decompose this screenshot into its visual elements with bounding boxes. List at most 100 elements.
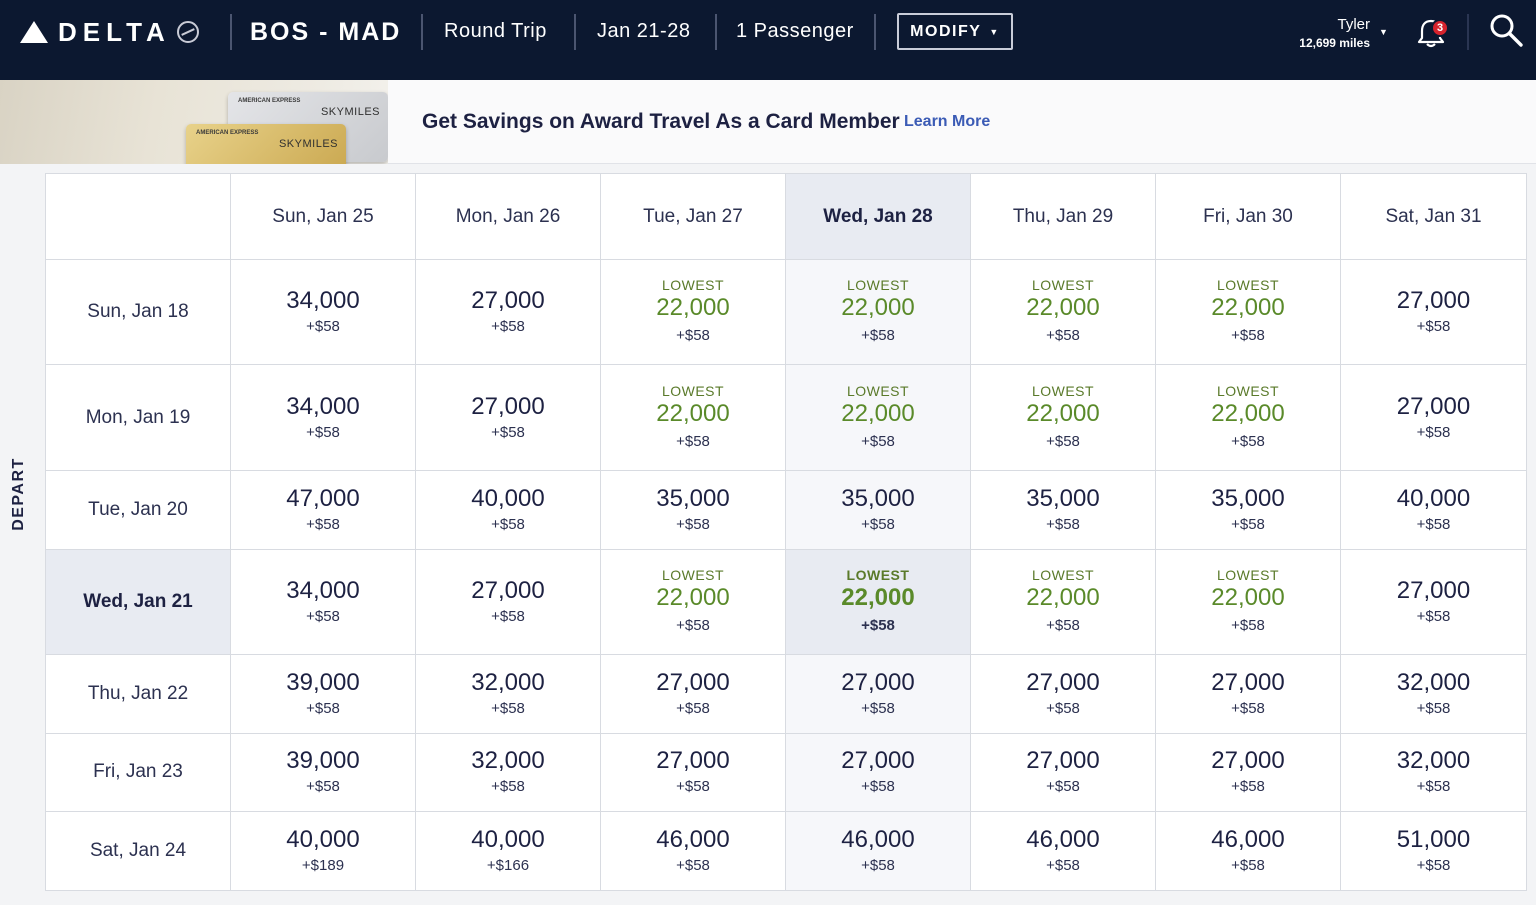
fare-cell[interactable]: LOWEST 22,000 +$58: [785, 258, 971, 366]
learn-more-link[interactable]: Learn More: [904, 113, 991, 130]
return-date-header: Fri, Jan 30: [1155, 173, 1341, 260]
fare-cell[interactable]: 27,000 +$58: [970, 653, 1156, 734]
fare-cell[interactable]: 27,000 +$58: [1340, 364, 1527, 471]
lowest-fare-label: LOWEST: [1031, 277, 1095, 294]
fare-cell[interactable]: 27,000 +$58: [1340, 548, 1527, 655]
fare-cell[interactable]: 39,000 +$58: [230, 653, 416, 734]
fare-cell[interactable]: LOWEST 22,000 +$58: [785, 548, 971, 655]
depart-date-header: Mon, Jan 19: [45, 364, 231, 471]
divider: [715, 14, 717, 50]
fare-cell[interactable]: 40,000 +$58: [415, 469, 601, 550]
fare-fee: +$58: [1046, 515, 1080, 533]
fare-cell[interactable]: 46,000 +$58: [970, 811, 1156, 891]
fare-miles: 22,000: [841, 399, 915, 427]
fare-cell[interactable]: 27,000 +$58: [415, 258, 601, 366]
fare-cell[interactable]: 27,000 +$58: [785, 653, 971, 734]
fare-miles: 22,000: [656, 583, 730, 611]
fare-miles: 27,000: [841, 747, 915, 775]
fare-cell[interactable]: LOWEST 22,000 +$58: [600, 258, 786, 366]
fare-cell[interactable]: 46,000 +$58: [785, 811, 971, 891]
fare-fee: +$58: [1231, 616, 1265, 634]
fare-miles: 27,000: [1396, 287, 1471, 315]
card-promo-banner: AMERICAN EXPRESS SKYMILES AMERICAN EXPRE…: [0, 80, 1536, 164]
fare-cell[interactable]: LOWEST 22,000 +$58: [1155, 548, 1341, 655]
fare-grid-row: Tue, Jan 20 47,000 +$58 40,000 +$58 35,000 +$5…: [45, 469, 1527, 550]
fare-cell[interactable]: LOWEST 22,000 +$58: [1155, 364, 1341, 471]
passenger-count-label: 1 Passenger: [736, 20, 854, 42]
fare-cell[interactable]: LOWEST 22,000 +$58: [600, 364, 786, 471]
fare-cell[interactable]: 27,000 +$58: [415, 364, 601, 471]
lowest-fare-label: LOWEST: [1031, 566, 1095, 583]
fare-cell[interactable]: 34,000 +$58: [230, 364, 416, 471]
lowest-fare-label: LOWEST: [661, 382, 725, 399]
return-date-header: Sun, Jan 25: [230, 173, 416, 260]
fare-cell[interactable]: 27,000 +$58: [1340, 258, 1527, 366]
fare-fee: +$58: [676, 778, 710, 796]
fare-cell[interactable]: 35,000 +$58: [1155, 469, 1341, 550]
modify-label: MODIFY: [910, 22, 982, 40]
fare-fee: +$58: [1416, 515, 1451, 533]
fare-cell[interactable]: 40,000 +$58: [1340, 469, 1527, 550]
fare-cell[interactable]: 32,000 +$58: [1340, 653, 1527, 734]
fare-fee: +$58: [491, 699, 525, 717]
fare-fee: +$58: [1231, 778, 1265, 796]
user-account-menu[interactable]: Tyler 12,699 miles: [1286, 16, 1370, 50]
depart-date-header: Wed, Jan 21: [45, 548, 231, 655]
fare-miles: 32,000: [1396, 747, 1471, 775]
fare-miles: 27,000: [471, 392, 545, 420]
fare-fee: +$58: [1416, 778, 1451, 796]
fare-miles: 35,000: [656, 484, 730, 512]
fare-cell[interactable]: LOWEST 22,000 +$58: [970, 258, 1156, 366]
fare-grid-row: Fri, Jan 23 39,000 +$58 32,000 +$58 27,000 +$5…: [45, 732, 1527, 813]
fare-cell[interactable]: 47,000 +$58: [230, 469, 416, 550]
promo-headline: Get Savings on Award Travel As a Card Me…: [422, 110, 900, 133]
fare-cell[interactable]: 40,000 +$166: [415, 811, 601, 891]
fare-miles: 27,000: [1396, 576, 1471, 604]
fare-fee: +$58: [306, 318, 340, 336]
fare-cell[interactable]: 46,000 +$58: [1155, 811, 1341, 891]
fare-cell[interactable]: 40,000 +$189: [230, 811, 416, 891]
fare-cell[interactable]: LOWEST 22,000 +$58: [785, 364, 971, 471]
fare-cell[interactable]: 46,000 +$58: [600, 811, 786, 891]
fare-cell[interactable]: 51,000 +$58: [1340, 811, 1527, 891]
fare-cell[interactable]: 27,000 +$58: [600, 732, 786, 813]
search-icon[interactable]: [1488, 12, 1524, 48]
fare-miles: 22,000: [841, 294, 915, 322]
caret-down-icon[interactable]: ▼: [1379, 27, 1388, 37]
fare-miles: 51,000: [1396, 826, 1471, 854]
fare-cell[interactable]: 27,000 +$58: [415, 548, 601, 655]
fare-miles: 32,000: [1396, 668, 1471, 696]
fare-cell[interactable]: LOWEST 22,000 +$58: [970, 364, 1156, 471]
fare-cell[interactable]: 39,000 +$58: [230, 732, 416, 813]
fare-cell[interactable]: 32,000 +$58: [415, 653, 601, 734]
divider: [574, 14, 576, 50]
fare-cell[interactable]: 27,000 +$58: [785, 732, 971, 813]
fare-cell[interactable]: 27,000 +$58: [600, 653, 786, 734]
skyteam-globe-icon: [176, 21, 199, 43]
fare-cell[interactable]: 27,000 +$58: [1155, 653, 1341, 734]
delta-logo[interactable]: DELTA: [20, 14, 199, 50]
fare-fee: +$58: [861, 699, 895, 717]
user-name: Tyler: [1337, 16, 1370, 33]
fare-cell[interactable]: 34,000 +$58: [230, 258, 416, 366]
fare-cell[interactable]: 32,000 +$58: [415, 732, 601, 813]
fare-cell[interactable]: 32,000 +$58: [1340, 732, 1527, 813]
modify-search-button[interactable]: MODIFY ▼: [897, 13, 1013, 50]
fare-fee: +$58: [491, 607, 525, 625]
fare-cell[interactable]: LOWEST 22,000 +$58: [970, 548, 1156, 655]
fare-miles: 22,000: [1211, 399, 1285, 427]
fare-cell[interactable]: 27,000 +$58: [970, 732, 1156, 813]
lowest-fare-label: LOWEST: [846, 277, 910, 294]
fare-fee: +$58: [1046, 778, 1080, 796]
fare-cell[interactable]: 35,000 +$58: [970, 469, 1156, 550]
fare-cell[interactable]: LOWEST 22,000 +$58: [1155, 258, 1341, 366]
fare-cell[interactable]: 35,000 +$58: [600, 469, 786, 550]
fare-fee: +$58: [676, 616, 710, 634]
fare-cell[interactable]: LOWEST 22,000 +$58: [600, 548, 786, 655]
fare-miles: 27,000: [1026, 747, 1100, 775]
fare-cell[interactable]: 35,000 +$58: [785, 469, 971, 550]
fare-cell[interactable]: 34,000 +$58: [230, 548, 416, 655]
divider: [874, 14, 876, 50]
fare-cell[interactable]: 27,000 +$58: [1155, 732, 1341, 813]
fare-miles: 34,000: [286, 576, 360, 604]
